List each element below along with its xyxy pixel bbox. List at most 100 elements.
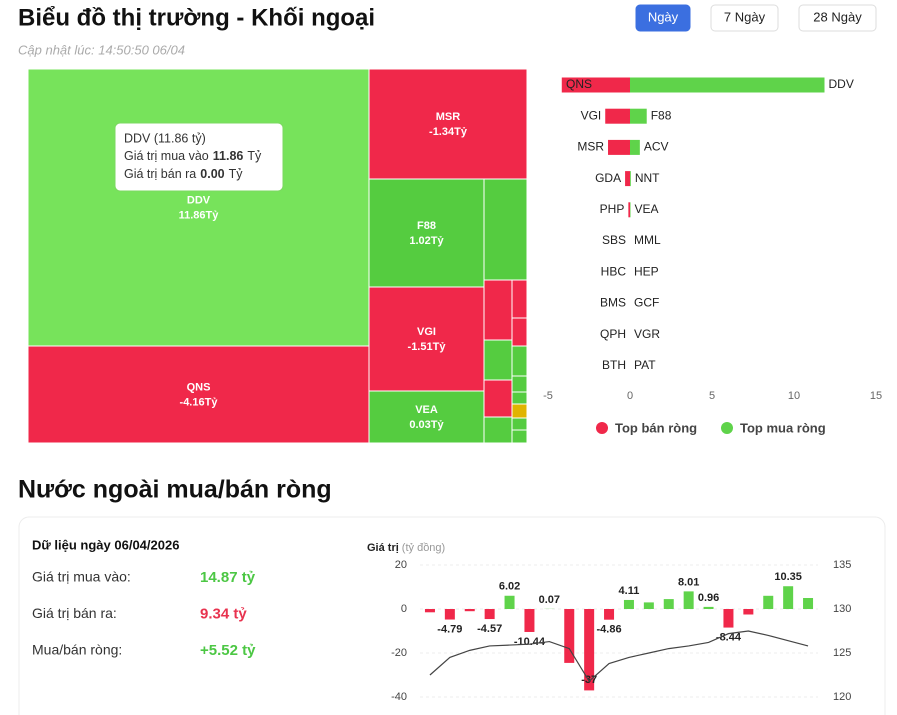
x-tick-label: 10 (788, 390, 800, 402)
tooltip-label: Giá trị mua vào (124, 149, 209, 163)
bar (630, 171, 631, 187)
tooltip-unit: Tỷ (247, 149, 262, 163)
y2-tick-label: 120 (833, 691, 851, 703)
button-label[interactable]: 7 Ngày (724, 9, 766, 24)
period-button[interactable]: 7 Ngày (710, 4, 779, 32)
axis-title-main: Giá trị (367, 542, 399, 554)
bar-label: SBS (602, 233, 626, 247)
bar (803, 598, 814, 609)
bar-label: GCF (634, 296, 659, 310)
y2-tick-label: 125 (833, 647, 851, 659)
data-label: 0.07 (539, 594, 560, 606)
bar (783, 586, 794, 609)
bar-label: NNT (635, 171, 660, 185)
bar-label: QNS (566, 77, 592, 91)
treemap-tile (368, 286, 485, 392)
bar (643, 602, 654, 609)
bar (504, 595, 515, 609)
tooltip-unit: Tỷ (229, 167, 244, 181)
bar (464, 609, 475, 612)
line (429, 630, 809, 683)
axis-title: Giá trị (tỷ đồng) (367, 542, 445, 554)
button-label[interactable]: 28 Ngày (813, 9, 862, 24)
button-bg[interactable] (798, 4, 877, 32)
tile (483, 379, 513, 418)
period-buttons: Ngày 7 Ngày 28 Ngày (635, 4, 877, 32)
tile-name: VEA (415, 404, 438, 416)
tile-name: MSR (436, 111, 461, 123)
y-tick-label: -20 (391, 647, 407, 659)
tile (511, 403, 528, 419)
bar (683, 591, 694, 609)
data-label: 10.35 (774, 571, 802, 583)
y-tick-label: 20 (395, 559, 407, 571)
legend-label: Top bán ròng (615, 420, 697, 435)
summary-label: Giá trị mua vào: (32, 569, 131, 585)
tile-name: DDV (187, 194, 211, 206)
bar-label: QPH (600, 327, 626, 341)
data-label: 8.01 (678, 576, 699, 588)
tile (511, 429, 528, 444)
x-tick-label: 15 (870, 390, 882, 402)
bar-label: HEP (634, 264, 659, 278)
tile (511, 375, 528, 393)
tile-name: VGI (417, 326, 436, 338)
button-bg[interactable] (635, 4, 691, 32)
bar-label: F88 (651, 108, 672, 122)
summary-label: Giá trị bán ra: (32, 605, 117, 621)
tile-name: F88 (417, 220, 436, 232)
bar (605, 108, 630, 124)
bar-label: VEA (634, 202, 658, 216)
button-bg[interactable] (710, 4, 779, 32)
bar-label: VGI (581, 108, 602, 122)
bar (763, 595, 774, 609)
bar-label: VGR (634, 327, 660, 341)
tooltip-box (114, 122, 284, 192)
tooltip-row: Giá trị bán ra 0.00 Tỷ (124, 167, 243, 181)
tile-value: -4.16Tỷ (180, 396, 219, 408)
period-button[interactable]: Ngày (635, 4, 691, 32)
bar (743, 609, 754, 615)
tile (483, 416, 513, 444)
bar (584, 609, 595, 691)
treemap-small-tiles (483, 178, 528, 444)
period-button[interactable]: 28 Ngày (798, 4, 877, 32)
bar-label: MML (634, 233, 661, 247)
legend-label: Top mua ròng (740, 420, 826, 435)
data-label: 0.96 (698, 592, 719, 604)
data-label: 4.11 (619, 585, 640, 597)
tooltip-row: Giá trị mua vào 11.86 Tỷ (124, 149, 262, 163)
x-tick-label: -5 (543, 390, 553, 402)
x-tick-label: 0 (627, 390, 633, 402)
y-tick-label: 0 (401, 603, 407, 615)
bar (564, 609, 575, 663)
tooltip: DDV (11.86 tỷ)Giá trị mua vào 11.86 TỷGiá … (114, 122, 284, 192)
tile (511, 417, 528, 431)
tooltip-title: DDV (11.86 tỷ) (124, 131, 206, 145)
summary-value: 14.87 tỷ (200, 569, 256, 586)
button-label[interactable]: Ngày (648, 9, 679, 24)
data-label: -8.44 (716, 631, 742, 643)
summary-value: +5.52 tỷ (200, 642, 256, 659)
bar (484, 609, 495, 620)
summary-date: Dữ liệu ngày 06/04/2026 (32, 537, 179, 552)
bar-label: BTH (602, 358, 626, 372)
section-title: Nước ngoài mua/bán ròng (18, 476, 332, 504)
bar-label: BMS (600, 296, 626, 310)
bar (561, 77, 630, 93)
tile (511, 391, 528, 405)
y2-tick-label: 135 (833, 559, 851, 571)
tile-value: 1.02Tỷ (409, 235, 444, 247)
tile (511, 317, 528, 347)
bar-label: MSR (577, 140, 604, 154)
bar (625, 171, 630, 187)
treemap-tile (27, 345, 370, 444)
bar (663, 599, 674, 609)
bar-label: DDV (829, 77, 854, 91)
bar (608, 139, 630, 155)
bar (444, 609, 455, 620)
tooltip-label: Giá trị bán ra (124, 167, 196, 181)
summary-value: 9.34 tỷ (200, 605, 247, 622)
tile-value: -1.34Tỷ (429, 126, 468, 138)
